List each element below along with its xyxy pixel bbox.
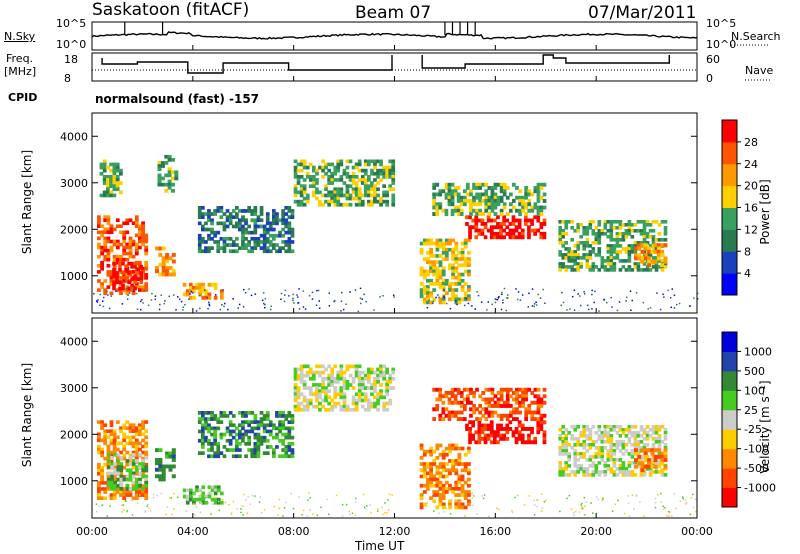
velocity-colorbar-segment-7	[722, 351, 737, 372]
power-colorbar-tick-1: 8	[744, 245, 751, 258]
power-panel-frame	[91, 112, 698, 314]
date-title: 07/Mar/2011	[588, 3, 697, 23]
velocity-colorbar-tick-6: 500	[744, 365, 765, 378]
time-tick-label-5: 20:00	[580, 525, 612, 538]
velocity-echo-region-2	[155, 448, 176, 482]
power-colorbar-tick-2: 12	[744, 223, 758, 236]
power-echo-region-12	[634, 243, 668, 268]
time-axis-label: Time UT	[355, 539, 405, 553]
power-colorbar-segment-6	[722, 141, 737, 165]
velocity-panel-frame	[91, 317, 698, 519]
freq-tick-top: 18	[64, 53, 78, 66]
velocity-colorbar-segment-6	[722, 370, 737, 391]
velocity-echo-region-6	[419, 443, 471, 510]
velocity-echo-region-7	[465, 420, 547, 445]
velocity-colorbar-tick-5: 100	[744, 384, 765, 397]
cpid-label: CPID	[8, 91, 38, 104]
power-colorbar-segment-0	[722, 273, 737, 296]
velocity-colorbar-tick-3: -25	[744, 423, 762, 436]
velocity-colorbar-tick-1: -500	[744, 462, 769, 475]
power-echo-region-8	[419, 238, 471, 305]
noise-right-tick-top: 10^5	[706, 17, 737, 30]
station-title: Saskatoon (fitACF)	[92, 0, 250, 20]
time-tick-label-0: 00:00	[76, 525, 108, 538]
power-ytick-label-3: 4000	[60, 130, 88, 143]
velocity-colorbar-segment-2	[722, 448, 737, 469]
power-echo-region-1	[112, 261, 143, 291]
power-echo-region-9	[465, 215, 547, 240]
power-colorbar-segment-2	[722, 229, 737, 252]
velocity-colorbar-segment-0	[722, 487, 737, 508]
freq-line-1	[101, 55, 393, 74]
velocity-echo-region-3	[182, 485, 224, 505]
power-colorbar-tick-0: 4	[744, 267, 751, 280]
freq-label: Freq.	[6, 52, 34, 65]
power-echo-region-7	[293, 159, 396, 207]
noise-sky-line	[91, 31, 698, 40]
velocity-echo-region-9	[558, 425, 668, 477]
velocity-echo-region-8	[432, 387, 547, 421]
nave-tick-bottom: 0	[706, 72, 713, 85]
velocity-colorbar-segment-8	[722, 332, 737, 352]
velocity-ytick-label-3: 4000	[60, 335, 88, 348]
time-tick-label-6: 00:00	[681, 525, 713, 538]
power-echo-region-3	[155, 246, 176, 277]
velocity-echo-region-5	[293, 364, 396, 412]
velocity-echo-region-1	[107, 452, 149, 491]
velocity-colorbar-segment-3	[722, 429, 737, 450]
time-tick-label-4: 16:00	[479, 525, 511, 538]
freq-unit-label: [MHz]	[4, 65, 37, 78]
velocity-ytick-label-0: 1000	[60, 475, 88, 488]
noise-right-tick-bottom: 10^0	[706, 38, 737, 51]
velocity-colorbar-tick-4: 25	[744, 404, 758, 417]
power-colorbar-segment-4	[722, 185, 737, 208]
velocity-colorbar-frame	[721, 331, 738, 508]
velocity-low-range-echoes	[95, 492, 697, 518]
velocity-ytick-label-2: 3000	[60, 382, 88, 395]
power-colorbar-segment-3	[722, 207, 737, 230]
power-colorbar-segment-1	[722, 251, 737, 274]
power-echo-region-5	[182, 282, 224, 300]
power-echo-region-4	[157, 154, 179, 193]
noise-left-tick-bottom: 10^0	[56, 38, 87, 51]
power-ytick-label-2: 3000	[60, 177, 88, 190]
time-tick-label-1: 04:00	[177, 525, 209, 538]
velocity-colorbar-segment-4	[722, 409, 737, 430]
time-tick-label-3: 12:00	[379, 525, 411, 538]
power-low-range-echoes	[93, 287, 699, 313]
power-colorbar-tick-6: 28	[744, 136, 758, 149]
power-ytick-label-1: 2000	[60, 223, 88, 236]
power-echo-region-11	[558, 220, 668, 272]
velocity-colorbar-tick-2: -100	[744, 443, 769, 456]
noise-left-tick-top: 10^5	[56, 17, 87, 30]
velocity-colorbar-tick-0: -1000	[744, 482, 776, 495]
velocity-echo-region-4	[197, 411, 295, 459]
power-colorbar-segment-5	[722, 163, 737, 187]
velocity-colorbar-segment-1	[722, 468, 737, 489]
velocity-echo-region-10	[634, 448, 668, 473]
power-panel-border	[91, 112, 698, 314]
velocity-ytick-label-1: 2000	[60, 428, 88, 441]
freq-line-2	[421, 54, 670, 69]
power-ytick-label-0: 1000	[60, 270, 88, 283]
power-echo-region-10	[432, 182, 547, 216]
velocity-colorbar-segment-5	[722, 390, 737, 411]
nave-label: Nave	[745, 64, 774, 77]
velocity-colorbar-tick-7: 1000	[744, 345, 772, 358]
power-colorbar-segment-7	[722, 120, 737, 143]
beam-title: Beam 07	[355, 3, 432, 23]
freq-tick-bottom: 8	[64, 72, 71, 85]
noise-sky-label: N.Sky	[4, 30, 36, 43]
power-echo-region-6	[197, 206, 295, 254]
noise-search-label: N.Search	[731, 30, 781, 43]
cpid-text: normalsound (fast) -157	[95, 92, 260, 106]
nave-tick-top: 60	[706, 53, 720, 66]
power-colorbar-tick-5: 24	[744, 158, 758, 171]
velocity-panel-border	[91, 317, 698, 519]
power-colorbar-tick-4: 20	[744, 180, 758, 193]
power-echo-region-2	[99, 159, 123, 198]
time-tick-label-2: 08:00	[278, 525, 310, 538]
power-colorbar-tick-3: 16	[744, 202, 758, 215]
